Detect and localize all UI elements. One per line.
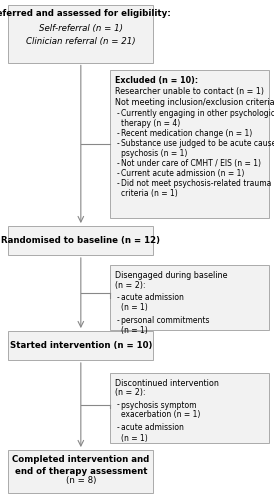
Text: exacerbation (n = 1): exacerbation (n = 1): [121, 410, 201, 420]
Text: -: -: [116, 400, 119, 409]
Text: Researcher unable to contact (n = 1): Researcher unable to contact (n = 1): [115, 87, 264, 96]
Text: psychosis symptom: psychosis symptom: [121, 400, 197, 409]
Text: -: -: [116, 316, 119, 325]
Text: Disengaged during baseline: Disengaged during baseline: [115, 271, 227, 280]
FancyBboxPatch shape: [8, 450, 153, 492]
Text: -: -: [116, 293, 119, 302]
Text: (n = 8): (n = 8): [66, 476, 96, 486]
FancyBboxPatch shape: [110, 265, 269, 330]
Text: Not meeting inclusion/exclusion criteria (n = 9):: Not meeting inclusion/exclusion criteria…: [115, 98, 274, 107]
Text: acute admission: acute admission: [121, 424, 184, 432]
Text: (n = 2):: (n = 2):: [115, 388, 145, 398]
FancyBboxPatch shape: [110, 70, 269, 218]
Text: Substance use judged to be acute cause of: Substance use judged to be acute cause o…: [121, 139, 274, 148]
Text: (n = 1): (n = 1): [121, 303, 148, 312]
Text: Recent medication change (n = 1): Recent medication change (n = 1): [121, 129, 253, 138]
Text: -: -: [116, 139, 119, 148]
Text: -: -: [116, 129, 119, 138]
Text: (n = 1): (n = 1): [121, 326, 148, 335]
Text: Not under care of CMHT / EIS (n = 1): Not under care of CMHT / EIS (n = 1): [121, 159, 261, 168]
Text: acute admission: acute admission: [121, 293, 184, 302]
FancyBboxPatch shape: [8, 226, 153, 255]
Text: Discontinued intervention: Discontinued intervention: [115, 378, 218, 388]
Text: Excluded (n = 10):: Excluded (n = 10):: [115, 76, 198, 85]
Text: -: -: [116, 169, 119, 178]
Text: personal commitments: personal commitments: [121, 316, 210, 325]
Text: psychosis (n = 1): psychosis (n = 1): [121, 149, 188, 158]
Text: Currently engaging in other psychological: Currently engaging in other psychologica…: [121, 109, 274, 118]
Text: Self-referral (n = 1): Self-referral (n = 1): [39, 24, 123, 33]
Text: Started intervention (n = 10): Started intervention (n = 10): [10, 341, 152, 350]
Text: -: -: [116, 179, 119, 188]
Text: (n = 2):: (n = 2):: [115, 281, 145, 290]
Text: -: -: [116, 424, 119, 432]
Text: Randomised to baseline (n = 12): Randomised to baseline (n = 12): [1, 236, 160, 245]
Text: Completed intervention and
end of therapy assessment: Completed intervention and end of therap…: [12, 455, 149, 475]
FancyBboxPatch shape: [110, 372, 269, 442]
Text: therapy (n = 4): therapy (n = 4): [121, 119, 181, 128]
Text: -: -: [116, 109, 119, 118]
FancyBboxPatch shape: [8, 5, 153, 62]
Text: Current acute admission (n = 1): Current acute admission (n = 1): [121, 169, 245, 178]
Text: -: -: [116, 159, 119, 168]
Text: Referred and assessed for eligibility:: Referred and assessed for eligibility:: [0, 9, 171, 18]
Text: (n = 1): (n = 1): [121, 434, 148, 442]
Text: Did not meet psychosis-related trauma: Did not meet psychosis-related trauma: [121, 179, 272, 188]
Text: Clinician referral (n = 21): Clinician referral (n = 21): [26, 37, 136, 46]
Text: criteria (n = 1): criteria (n = 1): [121, 189, 178, 198]
FancyBboxPatch shape: [8, 331, 153, 360]
